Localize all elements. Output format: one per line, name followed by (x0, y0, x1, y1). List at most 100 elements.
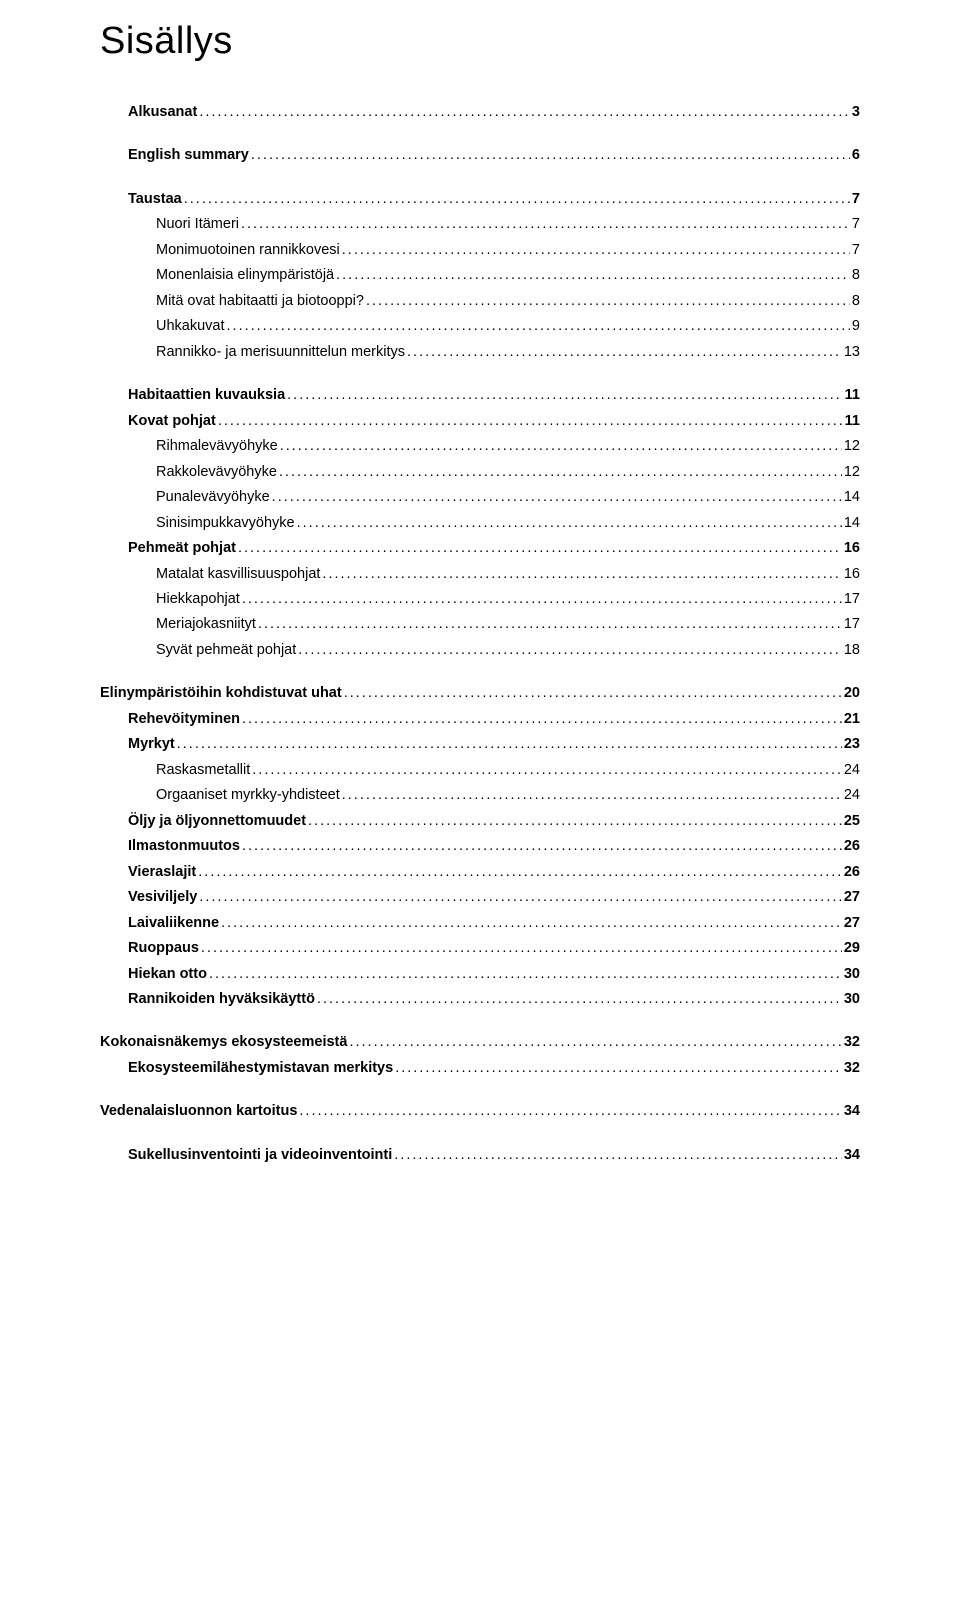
toc-entry-page: 7 (852, 188, 860, 210)
toc-entry-page: 8 (852, 290, 860, 312)
toc-entry-label: Vesiviljely (128, 886, 197, 908)
toc-entry: Ruoppaus 29 (100, 937, 860, 959)
toc-entry-page: 14 (844, 512, 860, 534)
toc-entry-page: 21 (844, 708, 860, 730)
toc-entry: Monimuotoinen rannikkovesi7 (100, 239, 860, 261)
toc-entry-label: Orgaaniset myrkky-yhdisteet (156, 784, 340, 806)
toc-entry-label: Uhkakuvat (156, 315, 225, 337)
toc-entry: Habitaattien kuvauksia11 (100, 384, 860, 406)
toc-leader (177, 733, 842, 755)
toc-entry-label: Kokonaisnäkemys ekosysteemeistä (100, 1031, 347, 1053)
toc-entry-page: 11 (845, 410, 860, 432)
toc-leader (366, 290, 850, 312)
toc-entry-page: 20 (844, 682, 860, 704)
toc-entry-label: Kovat pohjat (128, 410, 216, 432)
toc-entry-label: Matalat kasvillisuuspohjat (156, 563, 320, 585)
toc-entry-label: Hiekan otto (128, 963, 207, 985)
toc-entry: Ilmastonmuutos 26 (100, 835, 860, 857)
toc-entry-label: Sukellusinventointi ja videoinventointi (128, 1144, 392, 1166)
toc-leader (279, 461, 842, 483)
toc-entry: English summary6 (100, 144, 860, 166)
toc-leader (317, 988, 842, 1010)
toc-entry-page: 16 (844, 537, 860, 559)
toc-leader (241, 213, 850, 235)
toc-entry-label: Mitä ovat habitaatti ja biotooppi? (156, 290, 364, 312)
toc-leader (218, 410, 843, 432)
toc-entry-label: Ilmastonmuutos (128, 835, 240, 857)
toc-entry: Mitä ovat habitaatti ja biotooppi? 8 (100, 290, 860, 312)
toc-entry: Elinympäristöihin kohdistuvat uhat 20 (100, 682, 860, 704)
toc-entry-label: Vedenalaisluonnon kartoitus (100, 1100, 297, 1122)
toc-entry-label: Taustaa (128, 188, 182, 210)
toc-leader (342, 784, 842, 806)
toc-entry-page: 30 (844, 963, 860, 985)
toc-entry-label: Rihmalevävyöhyke (156, 435, 278, 457)
toc-entry-page: 9 (852, 315, 860, 337)
toc-entry-page: 26 (844, 861, 860, 883)
toc-entry-label: Punalevävyöhyke (156, 486, 270, 508)
toc-leader (287, 384, 843, 406)
toc-entry-label: Raskasmetallit (156, 759, 250, 781)
toc-entry: Syvät pehmeät pohjat18 (100, 639, 860, 661)
toc-entry-page: 17 (844, 588, 860, 610)
toc-leader (242, 708, 842, 730)
toc-leader (199, 101, 850, 123)
toc-entry-label: Laivaliikenne (128, 912, 219, 934)
toc-entry: Rannikoiden hyväksikäyttö 30 (100, 988, 860, 1010)
toc-entry-page: 26 (844, 835, 860, 857)
toc-entry-page: 32 (844, 1031, 860, 1053)
toc-entry-page: 29 (844, 937, 860, 959)
toc-entry-label: Habitaattien kuvauksia (128, 384, 285, 406)
toc-leader (349, 1031, 841, 1053)
toc-entry-label: Rakkolevävyöhyke (156, 461, 277, 483)
toc-leader (251, 144, 850, 166)
toc-entry-page: 23 (844, 733, 860, 755)
toc-entry: Vedenalaisluonnon kartoitus 34 (100, 1100, 860, 1122)
toc-leader (184, 188, 850, 210)
toc-entry: Sukellusinventointi ja videoinventointi3… (100, 1144, 860, 1166)
toc-entry: Sinisimpukkavyöhyke14 (100, 512, 860, 534)
toc-entry-page: 34 (844, 1100, 860, 1122)
toc-leader (322, 563, 841, 585)
toc-leader (209, 963, 842, 985)
toc-entry-page: 27 (844, 912, 860, 934)
toc-leader (308, 810, 842, 832)
toc-gap (100, 366, 860, 384)
toc-leader (298, 639, 842, 661)
toc-entry: Rannikko- ja merisuunnittelun merkitys 13 (100, 341, 860, 363)
toc-entry-page: 12 (844, 461, 860, 483)
toc-leader (238, 537, 842, 559)
toc-entry-page: 17 (844, 613, 860, 635)
toc-entry-label: Elinympäristöihin kohdistuvat uhat (100, 682, 342, 704)
toc-entry-page: 30 (844, 988, 860, 1010)
toc-entry-page: 27 (844, 886, 860, 908)
toc-entry-label: Rannikko- ja merisuunnittelun merkitys (156, 341, 405, 363)
toc-entry: Myrkyt 23 (100, 733, 860, 755)
toc-entry-label: English summary (128, 144, 249, 166)
toc-leader (299, 1100, 841, 1122)
toc-entry: Meriajokasniityt 17 (100, 613, 860, 635)
toc-entry: Laivaliikenne 27 (100, 912, 860, 934)
toc-entry-label: Vieraslajit (128, 861, 196, 883)
toc-leader (201, 937, 842, 959)
toc-entry-label: Ruoppaus (128, 937, 199, 959)
toc-gap (100, 1082, 860, 1100)
toc-entry-label: Meriajokasniityt (156, 613, 256, 635)
document-page: Sisällys Alkusanat3English summary6Taust… (0, 0, 960, 1229)
toc-entry-page: 3 (852, 101, 860, 123)
toc-entry-page: 16 (844, 563, 860, 585)
toc-entry: Rakkolevävyöhyke 12 (100, 461, 860, 483)
toc-entry-page: 25 (844, 810, 860, 832)
toc-leader (252, 759, 842, 781)
toc-entry-page: 14 (844, 486, 860, 508)
toc-entry-page: 18 (844, 639, 860, 661)
toc-entry: Kokonaisnäkemys ekosysteemeistä 32 (100, 1031, 860, 1053)
toc-entry-page: 24 (844, 759, 860, 781)
toc-entry-label: Myrkyt (128, 733, 175, 755)
toc-leader (242, 835, 842, 857)
toc-entry: Orgaaniset myrkky-yhdisteet24 (100, 784, 860, 806)
toc-entry-page: 13 (844, 341, 860, 363)
toc-entry-label: Rannikoiden hyväksikäyttö (128, 988, 315, 1010)
toc-gap (100, 664, 860, 682)
toc-entry-label: Monimuotoinen rannikkovesi (156, 239, 340, 261)
